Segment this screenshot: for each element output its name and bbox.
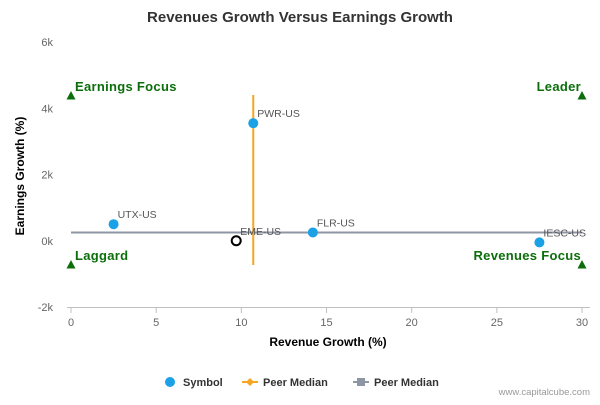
data-point (248, 118, 259, 129)
y-tick-label: -2k (38, 302, 54, 314)
quadrant-marker-icon (66, 91, 76, 100)
data-point-label: PWR-US (257, 108, 300, 120)
y-tick-label: 4k (41, 103, 53, 115)
data-point (307, 227, 318, 238)
y-tick-label: 2k (41, 170, 53, 182)
x-tick-label: 10 (235, 317, 247, 329)
legend-symbol-icon (165, 377, 175, 387)
x-axis-title: Revenue Growth (%) (269, 335, 386, 349)
quadrant-label-bottom-left: Laggard (75, 248, 128, 263)
quadrant-label-top-left: Earnings Focus (75, 79, 177, 94)
credit-text: www.capitalcube.com (498, 387, 590, 398)
data-point-open (230, 235, 242, 247)
y-axis-title: Earnings Growth (%) (13, 117, 27, 236)
legend-square-icon (357, 378, 365, 386)
x-tick-label: 25 (491, 317, 503, 329)
legend-item-label: Peer Median (263, 377, 328, 389)
y-tick-label: 6k (41, 37, 53, 49)
legend-item-label: Symbol (183, 377, 223, 389)
x-tick-label: 0 (68, 317, 74, 329)
data-point (534, 237, 545, 248)
legend-diamond-icon (246, 378, 254, 386)
data-point-label: IESC-US (543, 227, 586, 239)
legend: Symbol Peer Median Peer Median (165, 377, 439, 389)
data-point-label: UTX-US (118, 209, 157, 221)
x-tick-label: 15 (320, 317, 332, 329)
quadrant-marker-icon (577, 260, 587, 269)
data-point-label: EME-US (240, 226, 281, 238)
quadrant-label-top-right: Leader (537, 79, 581, 94)
x-tick-label: 20 (406, 317, 418, 329)
data-point (108, 219, 119, 230)
y-tick-label: 0k (41, 236, 53, 248)
legend-item-label: Peer Median (374, 377, 439, 389)
data-point-label: FLR-US (317, 217, 355, 229)
plot-area: 0 5 10 15 20 25 30 -2k 0k 2k 4k 6k Earnings Focus Lea… (38, 37, 590, 329)
quadrant-marker-icon (66, 260, 76, 269)
chart-title: Revenues Growth Versus Earnings Growth (147, 9, 453, 26)
x-tick-label: 5 (153, 317, 159, 329)
quadrant-label-bottom-right: Revenues Focus (473, 248, 581, 263)
quadrant-marker-icon (577, 91, 587, 100)
x-tick-label: 30 (576, 317, 588, 329)
